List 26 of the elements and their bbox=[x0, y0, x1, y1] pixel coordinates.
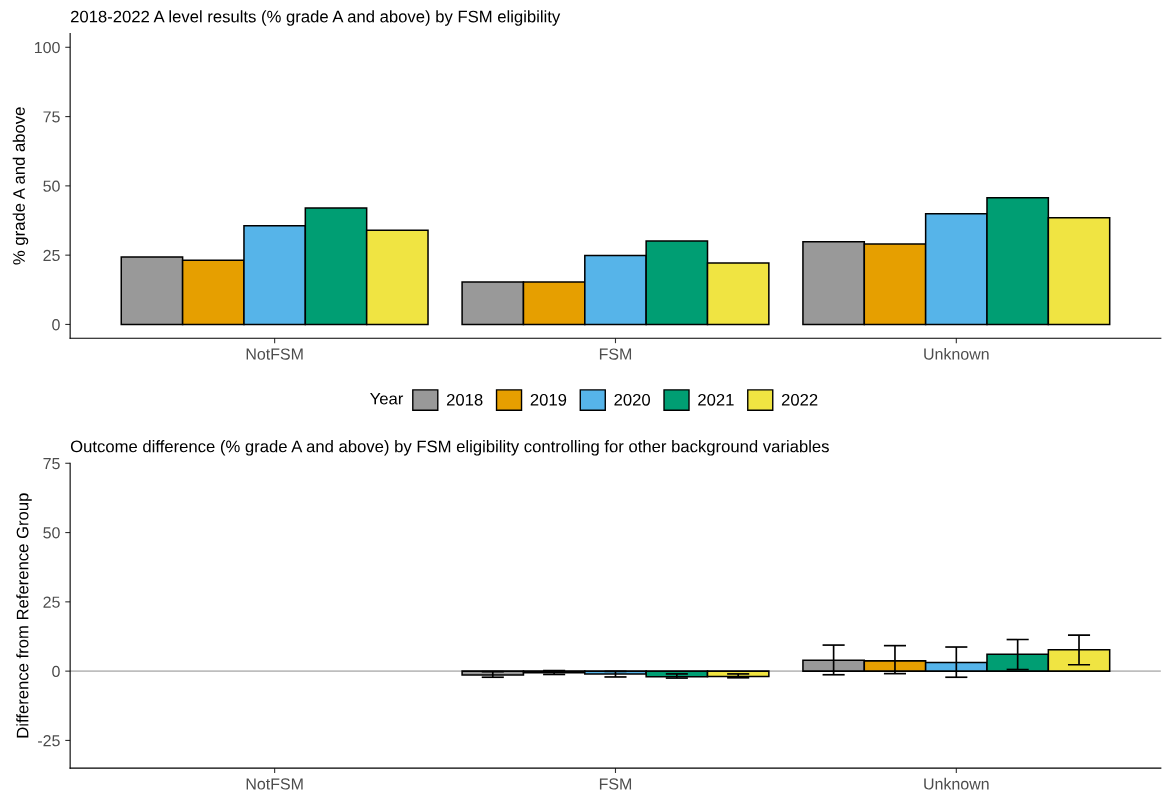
y-tick-label: 75 bbox=[43, 111, 60, 123]
y-tick-label: 100 bbox=[34, 41, 60, 54]
y-tick-label: 25 bbox=[43, 596, 60, 608]
y-axis-title: Difference from Reference Group bbox=[16, 493, 32, 738]
legend-label: 2020 bbox=[614, 393, 651, 406]
y-tick-label: 50 bbox=[43, 180, 60, 192]
x-tick-label: Unknown bbox=[924, 348, 989, 360]
x-tick-label: FSM bbox=[599, 348, 632, 360]
y-tick-label: 75 bbox=[43, 458, 60, 470]
y-tick-label: 25 bbox=[43, 249, 60, 262]
y-tick-label: -25 bbox=[38, 735, 60, 747]
legend-label: 2021 bbox=[698, 393, 734, 406]
chart-title: 2018-2022 A level results (% grade A and above) by FSM eligibility bbox=[70, 10, 561, 26]
x-tick-label: FSM bbox=[599, 778, 632, 790]
legend-label: 2019 bbox=[530, 393, 567, 406]
x-tick-label: NotFSM bbox=[246, 778, 303, 790]
legend-label: 2018 bbox=[446, 393, 483, 406]
x-tick-label: Unknown bbox=[924, 777, 989, 790]
y-tick-label: 0 bbox=[52, 319, 60, 331]
y-axis-title: % grade A and above bbox=[12, 107, 29, 265]
legend-label: 2022 bbox=[781, 393, 818, 406]
legend-title: Year bbox=[370, 392, 404, 405]
chart-title: Outcome difference (% grade A and above) by FSM eligibility controlling for other background variables bbox=[70, 440, 829, 456]
y-tick-label: 0 bbox=[52, 665, 60, 678]
y-tick-label: 50 bbox=[43, 527, 60, 539]
x-tick-label: NotFSM bbox=[246, 348, 303, 360]
